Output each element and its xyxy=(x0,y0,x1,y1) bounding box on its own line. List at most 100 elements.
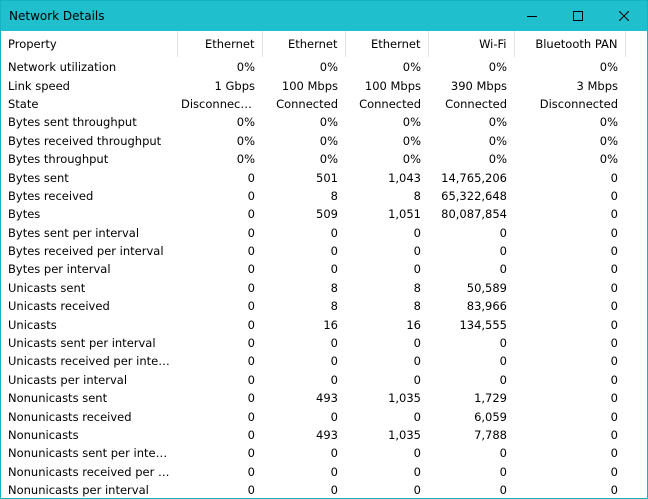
property-value: 0 xyxy=(247,354,255,369)
property-value: 0% xyxy=(319,152,338,167)
property-value: 0 xyxy=(247,188,255,203)
table-row[interactable]: Bytes sent 0 501 1,043 14,765,206 0 xyxy=(1,168,625,186)
table-row[interactable]: State Disconnected Connected Connected Conne… xyxy=(1,95,625,113)
property-value: 16 xyxy=(406,317,421,332)
maximize-button[interactable] xyxy=(555,1,601,31)
table-row[interactable]: Unicasts received 0 8 8 83,966 0 xyxy=(1,297,625,315)
property-value: 0 xyxy=(413,244,421,259)
property-value: Connected xyxy=(445,96,507,111)
property-value: 0 xyxy=(610,354,618,369)
property-value: 0 xyxy=(610,170,618,185)
property-name: State xyxy=(8,96,39,111)
property-value: 0% xyxy=(599,115,618,130)
column-header-adapter[interactable]: Ethernet xyxy=(345,31,429,58)
property-value: 0% xyxy=(402,152,421,167)
table-row[interactable]: Unicasts 0 16 16 134,555 0 xyxy=(1,315,625,333)
property-value: 1,051 xyxy=(388,207,421,222)
table-row[interactable]: Bytes received 0 8 8 65,322,648 0 xyxy=(1,187,625,205)
property-value: 0 xyxy=(499,262,507,277)
property-value: 8 xyxy=(413,280,421,295)
property-value: 8 xyxy=(413,188,421,203)
property-value: Disconnected xyxy=(539,96,618,111)
table-row[interactable]: Bytes per interval 0 0 0 0 0 xyxy=(1,260,625,278)
table-row[interactable]: Nonunicasts sent per interval 0 0 0 0 0 xyxy=(1,444,625,462)
column-header-property[interactable]: Property xyxy=(1,31,178,58)
property-value: 501 xyxy=(316,170,338,185)
property-value: 0 xyxy=(330,446,338,461)
table-row[interactable]: Nonunicasts received 0 0 0 6,059 0 xyxy=(1,407,625,425)
minimize-button[interactable] xyxy=(509,1,555,31)
property-value: 0 xyxy=(330,409,338,424)
property-value: 80,087,854 xyxy=(441,207,507,222)
table-row[interactable]: Unicasts per interval 0 0 0 0 0 xyxy=(1,371,625,389)
table-row[interactable]: Nonunicasts per interval 0 0 0 0 0 xyxy=(1,481,625,498)
table-row[interactable]: Bytes received throughput 0% 0% 0% 0% 0% xyxy=(1,132,625,150)
property-value: 65,322,648 xyxy=(441,188,507,203)
property-value: 8 xyxy=(330,299,338,314)
property-value: 0 xyxy=(330,225,338,240)
property-value: 0 xyxy=(330,464,338,479)
table-row[interactable]: Bytes 0 509 1,051 80,087,854 0 xyxy=(1,205,625,223)
property-value: 0 xyxy=(247,391,255,406)
table-row[interactable]: Bytes received per interval 0 0 0 0 0 xyxy=(1,242,625,260)
property-value: 0 xyxy=(413,354,421,369)
property-value: 0 xyxy=(610,225,618,240)
table-row[interactable]: Nonunicasts 0 493 1,035 7,788 0 xyxy=(1,426,625,444)
property-value: 1,729 xyxy=(474,391,507,406)
table-row[interactable]: Link speed 1 Gbps 100 Mbps 100 Mbps 390 Mbps… xyxy=(1,76,625,94)
property-name: Bytes sent per interval xyxy=(8,225,140,240)
column-header-adapter[interactable]: Wi-Fi xyxy=(428,31,515,58)
table-row[interactable]: Bytes sent throughput 0% 0% 0% 0% 0% xyxy=(1,113,625,131)
property-value: 0 xyxy=(610,207,618,222)
property-name: Unicasts sent per interval xyxy=(8,336,156,351)
property-value: 0 xyxy=(247,372,255,387)
property-value: 0 xyxy=(247,280,255,295)
property-name: Unicasts sent xyxy=(8,280,86,295)
property-value: 1,043 xyxy=(388,170,421,185)
property-name: Bytes received throughput xyxy=(8,133,162,148)
close-button[interactable] xyxy=(601,1,647,31)
table-row[interactable]: Nonunicasts sent 0 493 1,035 1,729 0 xyxy=(1,389,625,407)
property-value: 0% xyxy=(236,133,255,148)
property-value: 0% xyxy=(236,115,255,130)
column-header-adapter[interactable]: Ethernet xyxy=(262,31,346,58)
property-value: 0% xyxy=(402,133,421,148)
property-value: 0 xyxy=(610,317,618,332)
column-header-adapter[interactable]: Bluetooth PAN xyxy=(514,31,626,58)
property-value: 50,589 xyxy=(466,280,507,295)
title-bar[interactable]: Network Details xyxy=(1,1,647,31)
property-value: 493 xyxy=(316,391,338,406)
property-value: 0 xyxy=(499,354,507,369)
property-value: Disconnected xyxy=(181,96,260,111)
property-name: Bytes sent throughput xyxy=(8,115,137,130)
property-value: 0% xyxy=(402,60,421,75)
table-row[interactable]: Unicasts sent per interval 0 0 0 0 0 xyxy=(1,334,625,352)
table-row[interactable]: Bytes sent per interval 0 0 0 0 0 xyxy=(1,224,625,242)
property-value: 0% xyxy=(599,133,618,148)
property-name: Unicasts per interval xyxy=(8,372,128,387)
property-value: 0 xyxy=(499,464,507,479)
property-value: 0 xyxy=(413,225,421,240)
property-value: 0 xyxy=(247,299,255,314)
table-row[interactable]: Unicasts received per interval 0 0 0 0 0 xyxy=(1,352,625,370)
property-value: 8 xyxy=(330,188,338,203)
table-row[interactable]: Bytes throughput 0% 0% 0% 0% 0% xyxy=(1,150,625,168)
table-row[interactable]: Nonunicasts received per inter... 0 0 0 0 0 xyxy=(1,463,625,481)
property-value: 0 xyxy=(330,244,338,259)
property-value: 0% xyxy=(488,115,507,130)
property-value: 0 xyxy=(413,262,421,277)
property-value: 6,059 xyxy=(474,409,507,424)
property-value: 100 Mbps xyxy=(281,78,338,93)
table-row[interactable]: Unicasts sent 0 8 8 50,589 0 xyxy=(1,279,625,297)
property-name: Bytes per interval xyxy=(8,262,111,277)
minimize-icon xyxy=(527,16,537,17)
property-value: 0 xyxy=(413,409,421,424)
column-header-adapter[interactable]: Ethernet xyxy=(177,31,263,58)
property-value: 0 xyxy=(247,409,255,424)
property-value: 0 xyxy=(499,336,507,351)
property-value: 8 xyxy=(413,299,421,314)
table-row[interactable]: Network utilization 0% 0% 0% 0% 0% xyxy=(1,58,625,77)
property-value: 0 xyxy=(330,336,338,351)
details-list[interactable]: Property Ethernet Ethernet Ethernet Wi-Fi Blu… xyxy=(1,31,647,498)
property-name: Nonunicasts received per inter... xyxy=(8,464,177,479)
